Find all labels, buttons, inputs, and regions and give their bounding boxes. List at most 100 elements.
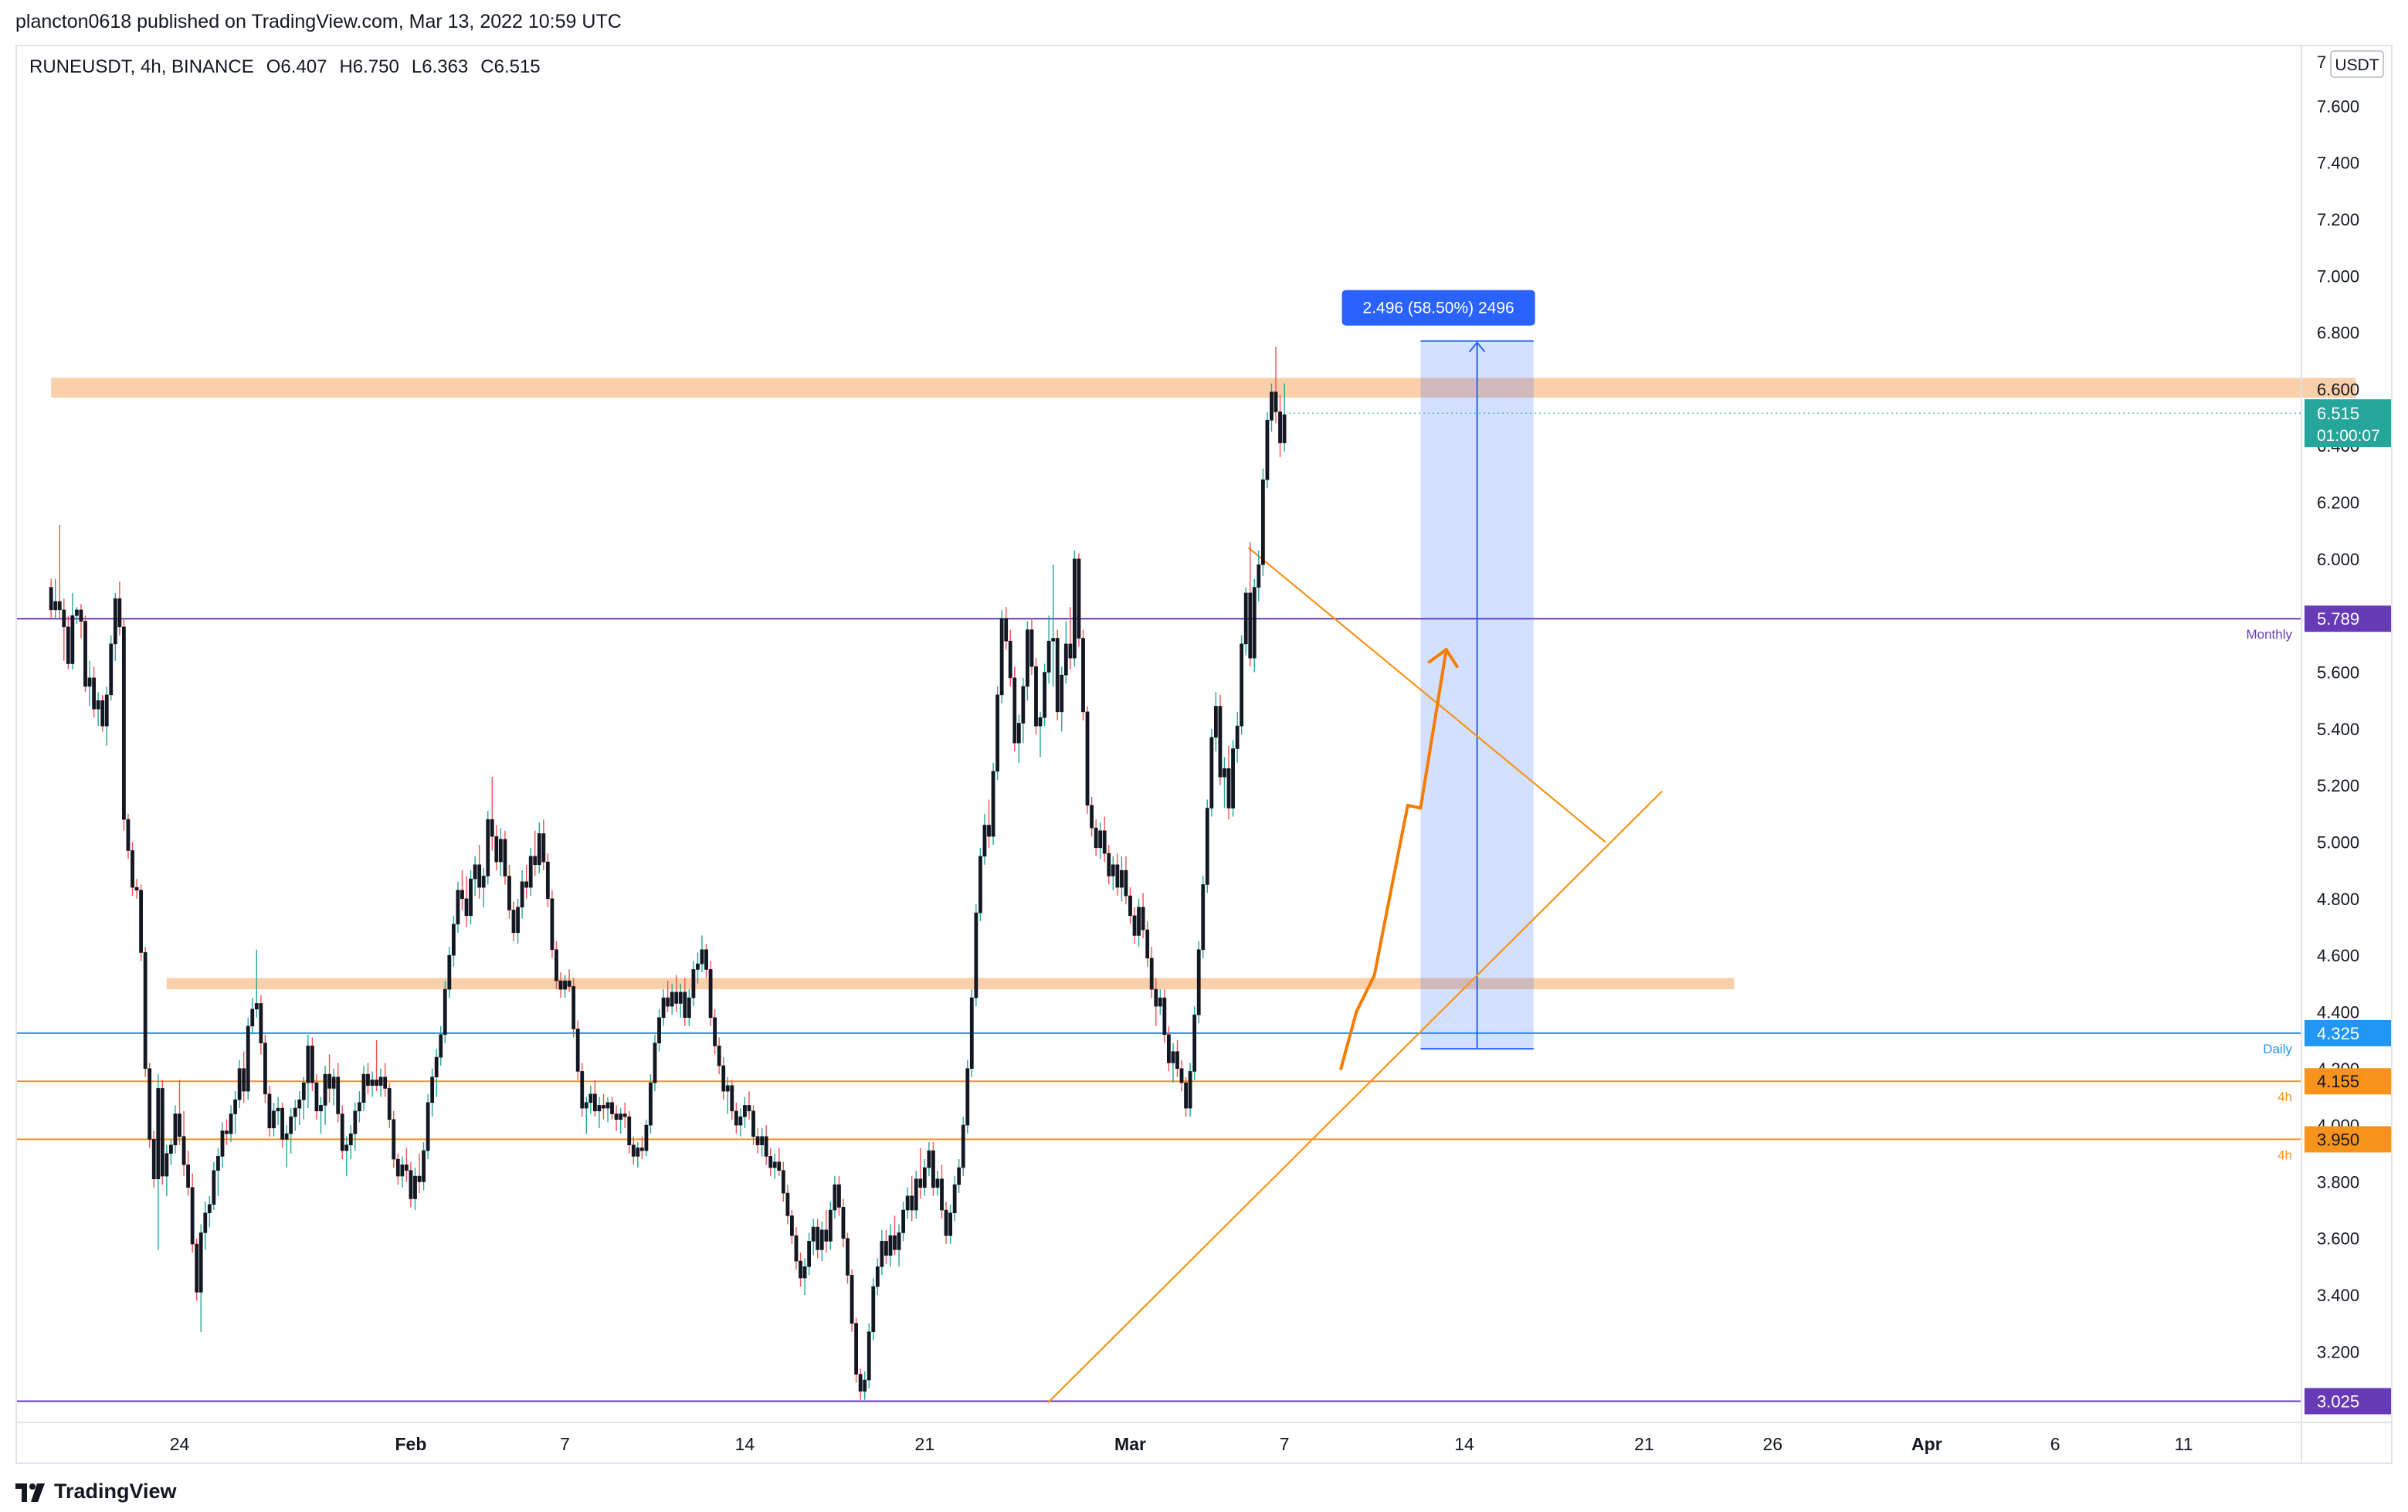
- candle: [301, 1076, 306, 1120]
- level-price-label-4: 3.025: [2317, 1392, 2359, 1412]
- candle: [1004, 607, 1009, 650]
- candle-body: [1081, 638, 1085, 713]
- candle-body: [169, 1144, 173, 1154]
- candle: [691, 961, 696, 1007]
- candle-body: [991, 771, 995, 837]
- price-tick-13: 4.800: [2317, 890, 2359, 909]
- candle-body: [558, 980, 563, 990]
- footer: TradingView: [0, 1467, 2408, 1512]
- candle: [1260, 468, 1265, 576]
- candle: [66, 615, 70, 670]
- candle: [841, 1198, 846, 1247]
- candle: [263, 1034, 267, 1103]
- candle-body: [537, 833, 541, 866]
- candle: [319, 1097, 323, 1134]
- candle: [481, 867, 486, 907]
- candle-body: [1107, 853, 1111, 876]
- candle-body: [57, 601, 62, 611]
- candle-body: [181, 1136, 186, 1165]
- candle-body: [948, 1212, 952, 1236]
- candle: [871, 1278, 876, 1341]
- candle-body: [378, 1076, 383, 1087]
- candle-body: [87, 677, 92, 687]
- price-tick-0: 7.600: [2317, 97, 2359, 116]
- time-tick-2: 7: [560, 1434, 570, 1454]
- candle-body: [310, 1046, 314, 1083]
- candle-body: [1137, 907, 1141, 936]
- candle: [910, 1176, 914, 1222]
- time-tick-5: Mar: [1114, 1434, 1146, 1454]
- candle-body: [225, 1131, 229, 1134]
- candle: [1145, 921, 1150, 967]
- candle-body: [1231, 748, 1235, 809]
- candle-body: [92, 677, 97, 710]
- candle-body: [49, 587, 53, 611]
- candle: [1166, 1026, 1171, 1072]
- candle-body: [1090, 805, 1094, 829]
- candle: [850, 1270, 854, 1332]
- candle-body: [965, 1068, 970, 1126]
- candle-body: [828, 1209, 833, 1242]
- candle: [713, 1009, 717, 1055]
- candle: [216, 1148, 220, 1196]
- candle: [272, 1102, 276, 1137]
- candle-body: [443, 988, 447, 1036]
- candle: [918, 1148, 923, 1199]
- candle-body: [173, 1114, 178, 1146]
- candle: [768, 1148, 773, 1177]
- candle-body: [1192, 1014, 1197, 1072]
- candle-body: [910, 1195, 914, 1211]
- price-tick-15: 4.400: [2317, 1002, 2359, 1022]
- candle-body: [1132, 915, 1137, 936]
- candle: [738, 1108, 743, 1137]
- price-tick-5: 6.600: [2317, 380, 2359, 399]
- candle-body: [1209, 737, 1214, 809]
- candle: [1235, 711, 1240, 763]
- candle-body: [1260, 479, 1265, 565]
- candle-body: [649, 1082, 653, 1126]
- candle-body: [1257, 564, 1261, 588]
- candle-body: [387, 1088, 392, 1120]
- candle: [370, 1071, 375, 1097]
- candle: [631, 1136, 636, 1165]
- candle-body: [631, 1144, 636, 1157]
- candle-body: [131, 850, 134, 888]
- candle: [1184, 1076, 1188, 1117]
- candlestick-chart[interactable]: Monthly Daily 4h 4h 2.496 (58.50%) 2496 7.6…: [17, 46, 2391, 1463]
- candle-body: [678, 992, 683, 1004]
- candle-body: [545, 861, 550, 900]
- candle-body: [143, 952, 148, 1070]
- chart-panel[interactable]: Monthly Daily 4h 4h 2.496 (58.50%) 2496 7.6…: [15, 45, 2393, 1464]
- candle: [1055, 629, 1060, 720]
- candle: [430, 1068, 435, 1117]
- candle: [683, 978, 687, 1026]
- time-tick-10: Apr: [1911, 1434, 1942, 1454]
- candle: [533, 830, 538, 876]
- candle-body: [451, 924, 456, 956]
- price-tick-12: 5.000: [2317, 832, 2359, 852]
- candle: [1162, 989, 1167, 1043]
- candle: [897, 1224, 901, 1267]
- price-tick-11: 5.200: [2317, 776, 2359, 795]
- candle-body: [730, 1085, 734, 1112]
- candle: [717, 1037, 721, 1075]
- candle-body: [927, 1150, 931, 1168]
- candle-body: [683, 992, 687, 1019]
- candle: [961, 1117, 965, 1177]
- tradingview-logo[interactable]: TradingView: [15, 1480, 177, 1504]
- candle: [905, 1187, 910, 1219]
- candle-body: [1278, 411, 1282, 443]
- candle: [122, 618, 126, 831]
- candle: [592, 1080, 597, 1117]
- candle: [995, 686, 999, 780]
- candle: [1226, 745, 1231, 820]
- candle: [490, 777, 494, 851]
- candle-body: [301, 1082, 306, 1100]
- candle-body: [580, 1071, 585, 1109]
- candle-body: [1248, 592, 1253, 659]
- candle-body: [490, 819, 494, 837]
- candle: [777, 1148, 782, 1177]
- candle: [293, 1100, 297, 1131]
- candle: [610, 1097, 614, 1120]
- candle: [456, 881, 460, 933]
